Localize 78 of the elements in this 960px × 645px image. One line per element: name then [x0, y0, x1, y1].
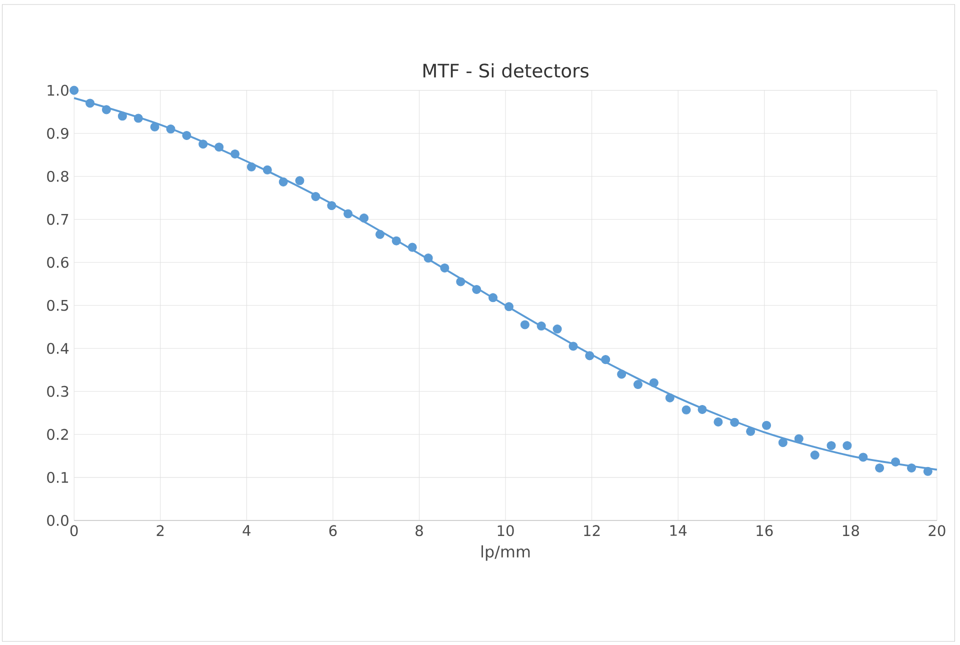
- x-tick-label: 2: [156, 525, 164, 536]
- x-tick-label: 14: [670, 525, 687, 536]
- x-axis-title: lp/mm: [482, 545, 530, 561]
- point: [295, 176, 304, 186]
- x-tick-label: 16: [756, 525, 773, 536]
- point: [906, 463, 916, 472]
- point: [923, 466, 932, 476]
- point: [536, 321, 546, 330]
- point: [230, 149, 240, 158]
- point: [714, 417, 723, 426]
- point: [359, 213, 369, 223]
- point: [198, 139, 208, 149]
- point: [344, 209, 353, 218]
- x-tick-label: 20: [928, 525, 946, 536]
- point: [182, 130, 192, 140]
- point: [778, 438, 788, 448]
- point: [762, 420, 772, 430]
- y-tick-label: 0.5: [47, 300, 68, 311]
- point: [375, 230, 384, 239]
- y-tick-label: 0.3: [47, 386, 68, 397]
- y-tick-label: 1.0: [48, 84, 68, 96]
- y-tick-label: 0.6: [47, 256, 68, 268]
- point: [552, 324, 562, 334]
- x-tick-label: 8: [416, 525, 423, 536]
- point: [246, 162, 256, 172]
- point: [568, 342, 578, 351]
- point: [472, 284, 482, 294]
- point: [842, 441, 852, 450]
- point: [86, 98, 95, 108]
- point: [520, 320, 530, 330]
- point: [70, 86, 79, 95]
- point: [891, 457, 900, 466]
- point: [698, 404, 707, 414]
- point: [150, 122, 160, 132]
- x-tick-label: 0: [70, 525, 78, 536]
- point: [858, 452, 868, 462]
- point: [810, 450, 820, 460]
- y-tick-label: 0.4: [47, 342, 69, 354]
- point: [118, 112, 127, 121]
- point: [327, 201, 336, 210]
- point: [794, 434, 804, 444]
- x-tick-label: 6: [329, 525, 337, 536]
- point: [102, 105, 111, 114]
- y-tick-label: 0.1: [47, 472, 68, 483]
- point: [746, 426, 756, 436]
- x-tick-label: 10: [498, 525, 514, 536]
- y-tick-label: 0.2: [47, 428, 68, 440]
- y-tick-label: 0.7: [47, 214, 68, 225]
- point: [166, 124, 176, 134]
- point: [649, 378, 658, 388]
- point: [424, 253, 433, 263]
- point: [504, 302, 514, 312]
- point: [488, 293, 498, 302]
- point: [633, 380, 642, 389]
- point: [440, 263, 450, 272]
- point: [408, 242, 417, 252]
- y-tick-label: 0.0: [47, 514, 68, 526]
- point: [456, 277, 466, 286]
- x-tick-label: 4: [242, 525, 250, 536]
- x-tick-label: 18: [842, 525, 859, 536]
- point: [875, 463, 884, 472]
- point: [617, 370, 626, 379]
- chart-title: MTF - Si detectors: [423, 63, 588, 78]
- point: [682, 405, 691, 414]
- point: [665, 393, 674, 402]
- point: [585, 351, 594, 360]
- point: [392, 236, 401, 246]
- point: [311, 192, 320, 201]
- point: [278, 177, 288, 186]
- y-tick-label: 0.9: [47, 128, 68, 139]
- point: [262, 165, 272, 174]
- x-tick-label: 12: [584, 525, 600, 536]
- point: [601, 354, 610, 364]
- point: [214, 142, 224, 152]
- y-tick-label: 0.8: [47, 170, 68, 182]
- point: [730, 418, 740, 427]
- point: [826, 441, 836, 450]
- point: [134, 114, 143, 123]
